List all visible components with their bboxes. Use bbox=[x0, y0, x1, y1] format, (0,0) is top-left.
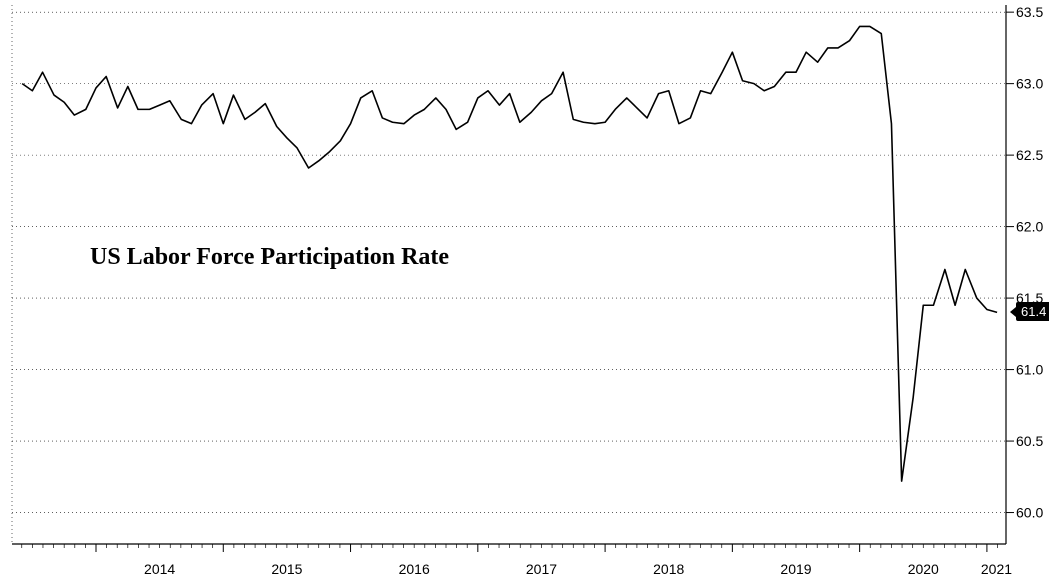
x-axis-label: 2017 bbox=[526, 561, 557, 577]
y-axis-label: 60.0 bbox=[1016, 505, 1043, 521]
y-axis-label: 62.0 bbox=[1016, 219, 1043, 235]
y-axis-label: 60.5 bbox=[1016, 433, 1043, 449]
last-value-badge: 61.4 bbox=[1016, 302, 1049, 321]
x-axis-label: 2014 bbox=[144, 561, 175, 577]
x-axis-label: 2019 bbox=[780, 561, 811, 577]
chart-container: 60.060.561.061.562.062.563.063.520142015… bbox=[0, 0, 1049, 588]
x-axis-label: 2018 bbox=[653, 561, 684, 577]
chart-title: US Labor Force Participation Rate bbox=[90, 244, 449, 271]
y-axis-label: 63.5 bbox=[1016, 4, 1043, 20]
x-axis-label: 2015 bbox=[271, 561, 302, 577]
chart-svg: 60.060.561.061.562.062.563.063.520142015… bbox=[0, 0, 1049, 588]
y-axis-label: 63.0 bbox=[1016, 76, 1043, 92]
x-axis-label: 2016 bbox=[399, 561, 430, 577]
x-axis-label: 2021 bbox=[981, 561, 1012, 577]
y-axis-label: 61.0 bbox=[1016, 362, 1043, 378]
y-axis-label: 62.5 bbox=[1016, 147, 1043, 163]
x-axis-label: 2020 bbox=[908, 561, 939, 577]
